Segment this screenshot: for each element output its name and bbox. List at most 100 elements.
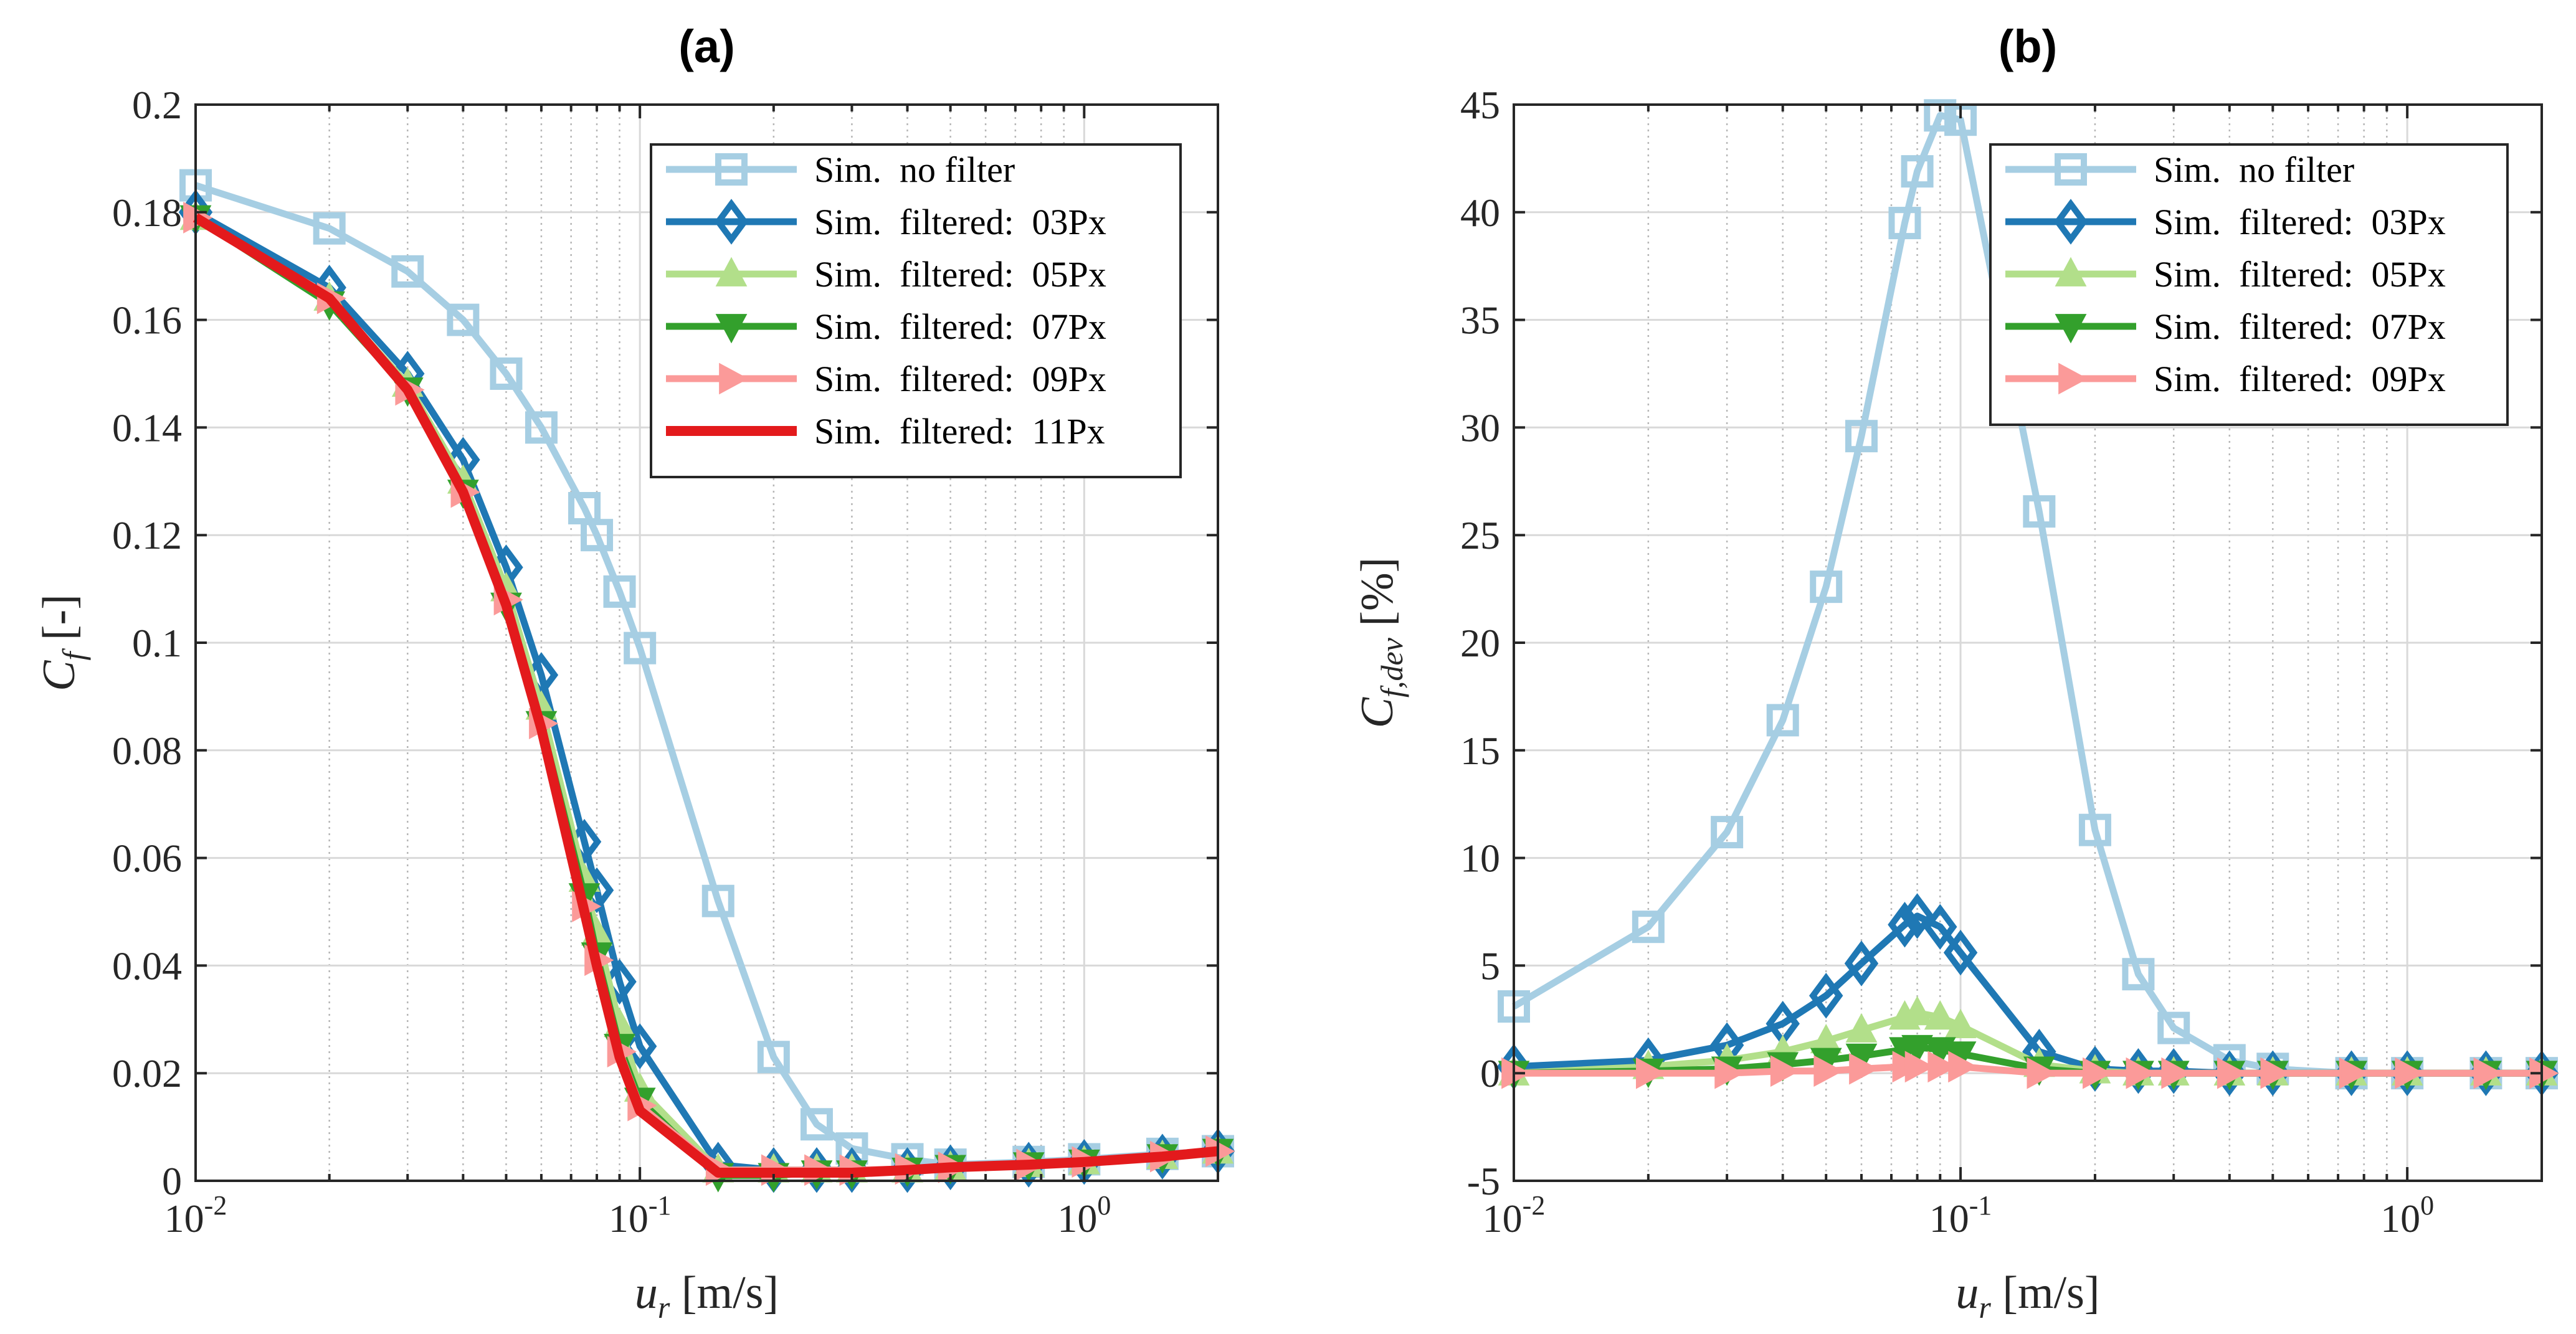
data-point: [2339, 1057, 2369, 1089]
data-point: [2395, 1057, 2425, 1089]
data-point: [447, 303, 480, 336]
legend-marker: [2055, 314, 2087, 344]
data-point: [525, 411, 558, 444]
legend-marker: [715, 153, 748, 186]
data-point: [1900, 893, 1934, 939]
text-span: 10: [1483, 1196, 1523, 1241]
y-tick-label: 40: [1460, 191, 1500, 235]
data-point: [603, 575, 636, 608]
legend-entry: Sim. filtered: 07Px: [2005, 306, 2446, 347]
legend: Sim. no filter Sim. filtered: 03Px Sim. fi…: [1989, 143, 2509, 426]
text-span: -1: [1969, 1190, 1992, 1221]
y-tick-label: 0.06: [112, 836, 182, 881]
y-tick-label: 0.1: [132, 621, 182, 665]
text-span: -1: [649, 1190, 672, 1221]
y-tick-label: 0.08: [112, 729, 182, 773]
data-point: [1943, 929, 1978, 976]
legend-entry: Sim. no filter: [666, 149, 1015, 190]
text-span: -2: [1523, 1190, 1546, 1221]
data-point: [624, 632, 657, 665]
x-tick-label: 100: [1057, 1190, 1111, 1241]
data-point: [1770, 1055, 1800, 1087]
y-tick-label: 10: [1460, 836, 1500, 881]
legend-label: Sim. filtered: 05Px: [2154, 254, 2446, 295]
legend-label: Sim. filtered: 09Px: [2154, 359, 2446, 399]
data-point: [1924, 1000, 1956, 1030]
series-5: [192, 213, 1219, 1178]
text-span: r: [1979, 1290, 1991, 1325]
text-span: 10: [1929, 1196, 1969, 1241]
legend-entry: Sim. filtered: 07Px: [666, 306, 1106, 347]
legend-marker: [2055, 257, 2087, 286]
y-tick-label: 0.16: [112, 298, 182, 343]
y-tick-label: 25: [1460, 513, 1500, 557]
data-point: [313, 212, 346, 245]
x-tick-label: 10-1: [609, 1190, 672, 1241]
legend-entry: Sim. filtered: 03Px: [666, 199, 1106, 245]
text-span: u: [1956, 1267, 1979, 1318]
y-tick-label: 0.18: [112, 191, 182, 235]
series-line: [192, 213, 1219, 1178]
data-point: [2023, 495, 2056, 528]
data-point: [800, 1108, 833, 1141]
data-point: [1948, 1051, 1978, 1083]
data-point: [1810, 570, 1843, 603]
legend-label: Sim. filtered: 03Px: [814, 202, 1106, 242]
legend-label: Sim. filtered: 09Px: [814, 359, 1106, 399]
data-point: [1714, 1057, 1744, 1089]
y-tick-label: 20: [1460, 621, 1500, 665]
data-point: [1888, 207, 1921, 240]
x-tick-label: 10-2: [164, 1190, 227, 1241]
data-point: [1845, 1013, 1878, 1043]
data-point: [2027, 1057, 2056, 1089]
legend-marker: [715, 257, 748, 286]
y-tick-label: 0: [162, 1159, 182, 1203]
y-tick-label: 0.02: [112, 1051, 182, 1095]
data-point: [1632, 911, 1665, 944]
data-point: [1901, 155, 1934, 188]
legend-label: Sim. filtered: 07Px: [814, 306, 1106, 347]
text-span: 0: [1097, 1190, 1111, 1221]
data-point: [2161, 1057, 2191, 1089]
y-tick-label: 0: [1480, 1051, 1500, 1095]
y-axis-label: Cf,dev [%]: [1352, 557, 1409, 729]
text-span: f,dev: [1374, 637, 1409, 698]
data-point: [2157, 1011, 2190, 1044]
y-tick-label: 0.2: [132, 83, 182, 127]
text-span: 10: [2380, 1196, 2420, 1241]
text-span: [-]: [34, 594, 85, 651]
data-point: [1636, 1057, 1666, 1089]
data-point: [2083, 1057, 2113, 1089]
text-span: 10: [609, 1196, 649, 1241]
legend-entry: Sim. no filter: [2005, 149, 2354, 190]
data-point: [1904, 1051, 1934, 1083]
data-point: [701, 884, 734, 917]
legend-box: [650, 143, 1182, 478]
legend-label: Sim. no filter: [2154, 149, 2354, 190]
data-point: [391, 255, 424, 288]
legend-entry: Sim. filtered: 11Px: [666, 411, 1105, 452]
x-tick-label: 100: [2380, 1190, 2434, 1241]
data-point: [1927, 1051, 1957, 1083]
x-tick-label: 10-1: [1929, 1190, 1992, 1241]
legend-label: Sim. filtered: 03Px: [2154, 202, 2446, 242]
legend-entry: Sim. filtered: 09Px: [2005, 359, 2446, 399]
data-point: [1711, 816, 1744, 849]
text-span: [m/s]: [670, 1267, 779, 1318]
data-point: [1923, 904, 1957, 950]
text-span: C: [1352, 696, 1403, 728]
legend-marker: [2053, 199, 2088, 245]
y-tick-label: 30: [1460, 405, 1500, 450]
data-point: [1845, 420, 1878, 453]
legend-marker: [2058, 362, 2088, 395]
text-span: C: [34, 660, 85, 691]
y-tick-label: 0.12: [112, 513, 182, 557]
data-point: [2078, 813, 2111, 846]
legend-marker: [719, 362, 749, 395]
legend-label: Sim. filtered: 05Px: [814, 254, 1106, 295]
text-span: 10: [1057, 1196, 1097, 1241]
data-point: [2122, 958, 2155, 991]
legend-entry: Sim. filtered: 09Px: [666, 359, 1106, 399]
text-span: -2: [204, 1190, 227, 1221]
